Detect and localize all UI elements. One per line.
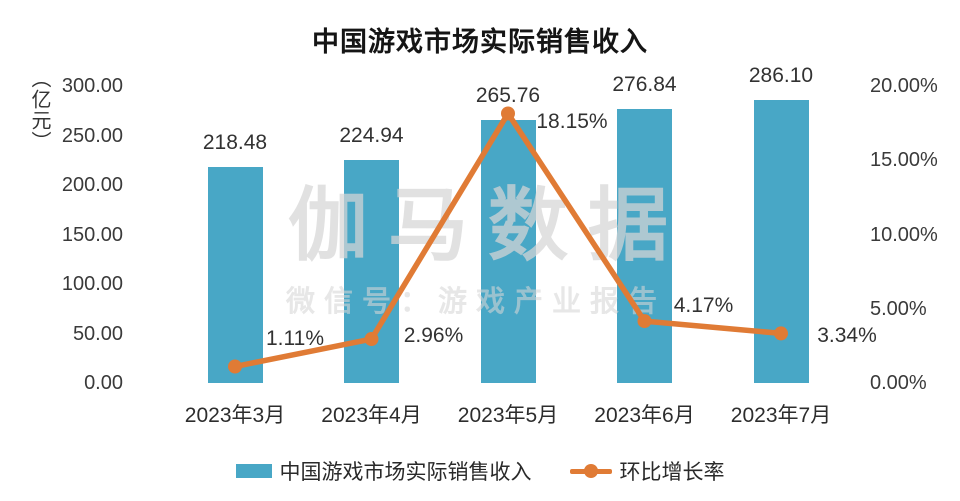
x-axis-category-label: 2023年3月 <box>184 404 286 427</box>
growth-percent-label: 4.17% <box>673 294 734 318</box>
legend-item-revenue: 中国游戏市场实际销售收入 <box>235 456 532 486</box>
x-axis-category-label: 2023年4月 <box>321 404 422 427</box>
growth-percent-label: 3.34% <box>817 324 877 348</box>
right-axis-tick: 20.00% <box>870 75 938 97</box>
x-axis-category-label: 2023年7月 <box>730 404 832 427</box>
revenue-bar <box>753 99 809 383</box>
left-axis-unit-label: （亿元） <box>28 68 50 152</box>
bar-value-label: 276.84 <box>612 72 677 96</box>
revenue-bar <box>207 166 263 383</box>
left-axis-tick: 100.00 <box>61 273 123 295</box>
bar-value-label: 218.48 <box>202 130 268 154</box>
right-axis-tick: 5.00% <box>870 297 927 320</box>
x-axis-category-label: 2023年5月 <box>457 404 559 427</box>
chart-title: 中国游戏市场实际销售收入 <box>312 27 648 57</box>
legend-item-growth: 环比增长率 <box>569 456 725 486</box>
right-axis-tick: 15.00% <box>870 149 938 172</box>
left-axis-tick: 150.00 <box>61 223 123 246</box>
left-axis-tick: 200.00 <box>61 174 123 196</box>
watermark-brand-text: 伽马数据 <box>288 181 688 270</box>
left-axis-tick: 0.00 <box>84 372 123 394</box>
right-axis-tick: 10.00% <box>870 223 938 246</box>
left-axis-tick: 250.00 <box>61 124 123 147</box>
growth-percent-label: 2.96% <box>403 324 464 348</box>
bar-value-label: 265.76 <box>475 83 541 107</box>
bar-value-label: 224.94 <box>339 124 404 148</box>
legend: 中国游戏市场实际销售收入 环比增长率 <box>0 456 960 486</box>
left-axis-tick: 300.00 <box>61 75 123 97</box>
x-axis-category-label: 2023年6月 <box>594 404 695 427</box>
legend-bar-label: 中国游戏市场实际销售收入 <box>279 461 532 484</box>
bar-value-label: 286.10 <box>748 63 814 87</box>
right-axis-tick: 0.00% <box>870 372 927 394</box>
left-axis-tick: 50.00 <box>72 322 123 345</box>
legend-line-label: 环比增长率 <box>619 461 725 484</box>
growth-percent-label: 18.15% <box>536 110 608 134</box>
legend-line-marker-icon <box>569 464 612 478</box>
growth-line-point-marker <box>501 106 515 121</box>
legend-bar-swatch-icon <box>235 464 272 478</box>
growth-percent-label: 1.11% <box>266 326 324 350</box>
watermark-wechat-text: 微信号：游戏产业报告 <box>286 286 667 318</box>
